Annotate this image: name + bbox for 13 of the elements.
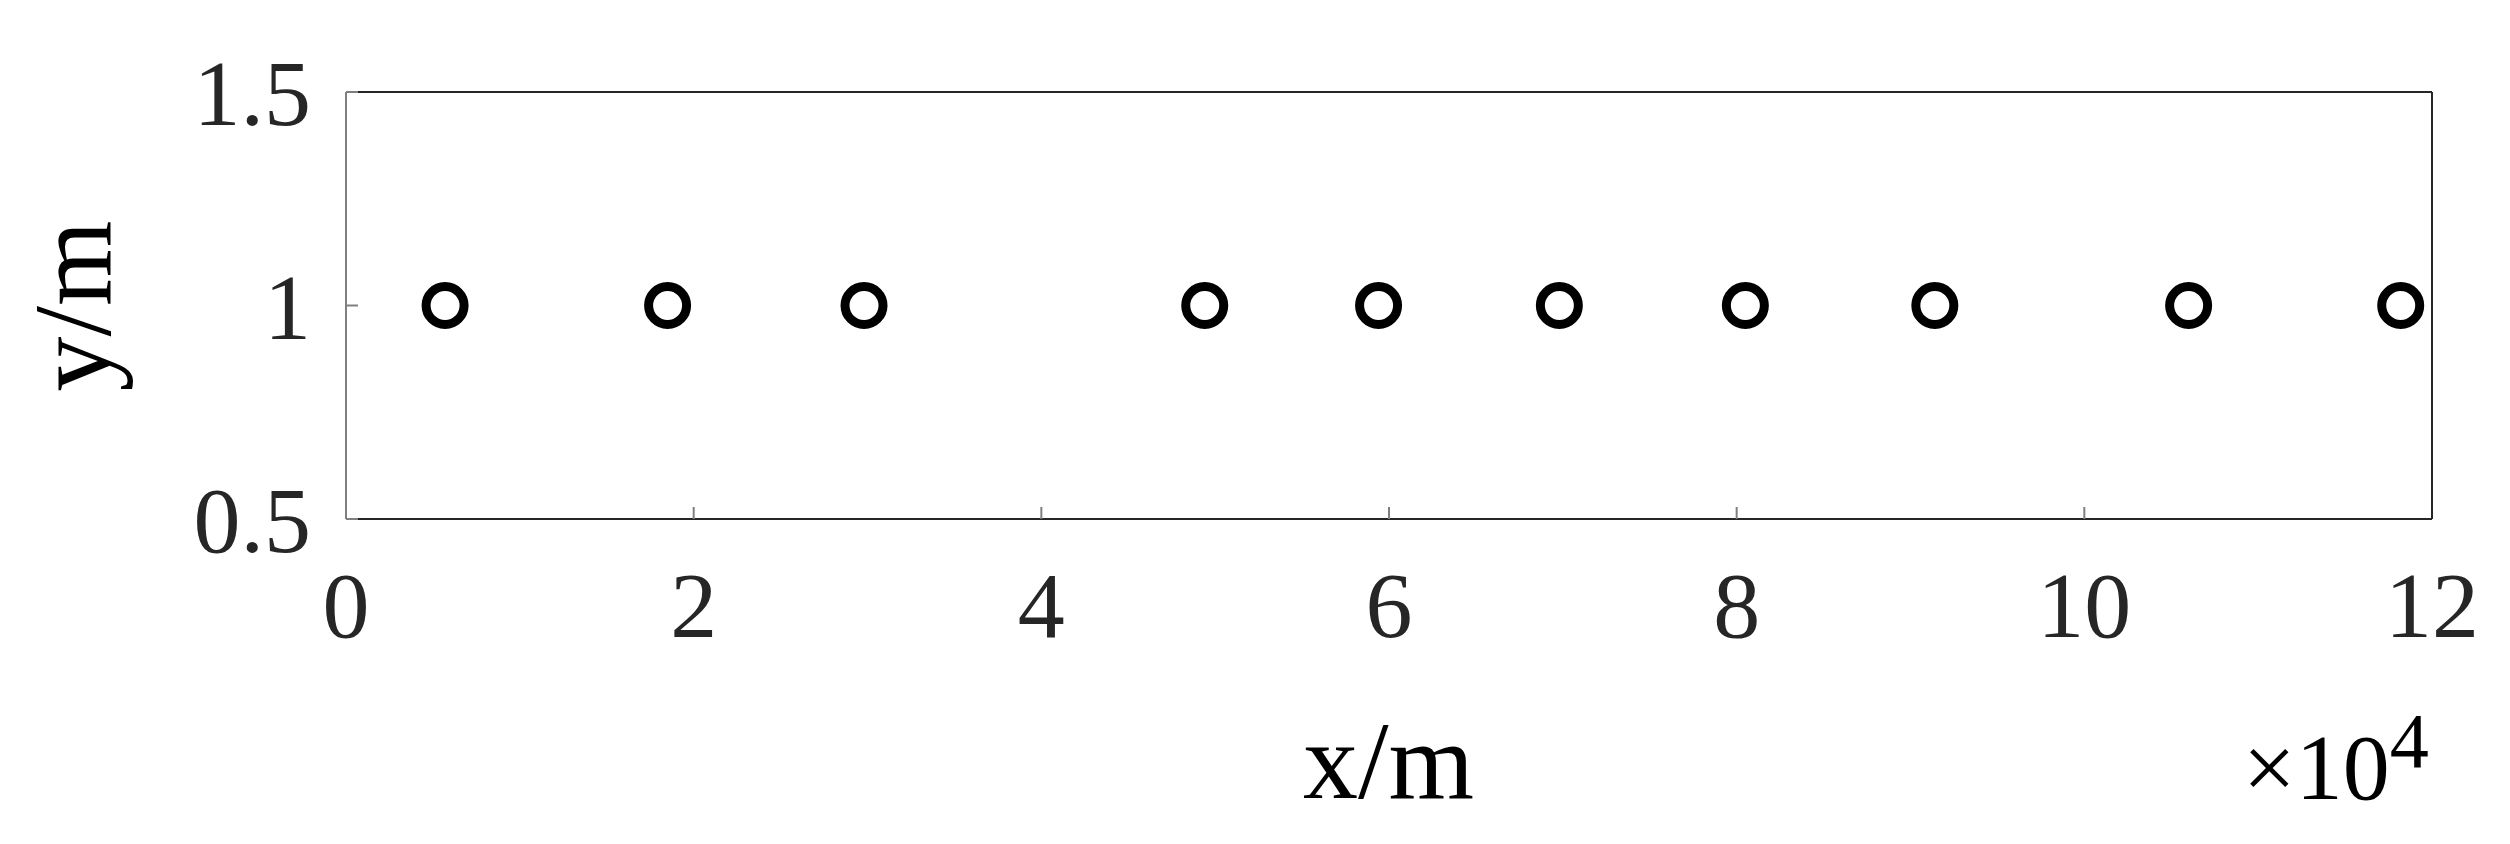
x-tick-label: 12 [2385, 552, 2479, 657]
x-axis-title: x/m [1302, 700, 1475, 822]
y-tick-label: 1 [264, 254, 311, 359]
y-axis-title: y/m [12, 220, 134, 392]
x-tick-label: 8 [1713, 552, 1761, 657]
x-tick-label: 0 [322, 552, 370, 657]
x-tick-label: 2 [670, 552, 718, 657]
x-tick-label: 4 [1017, 552, 1065, 657]
y-tick-label: 1.5 [193, 41, 311, 146]
y-tick-label: 0.5 [193, 468, 311, 573]
x-tick-label: 10 [2037, 552, 2132, 657]
x-tick-label: 6 [1365, 552, 1413, 657]
text: ×10$^{4}$ [2242, 697, 2429, 820]
